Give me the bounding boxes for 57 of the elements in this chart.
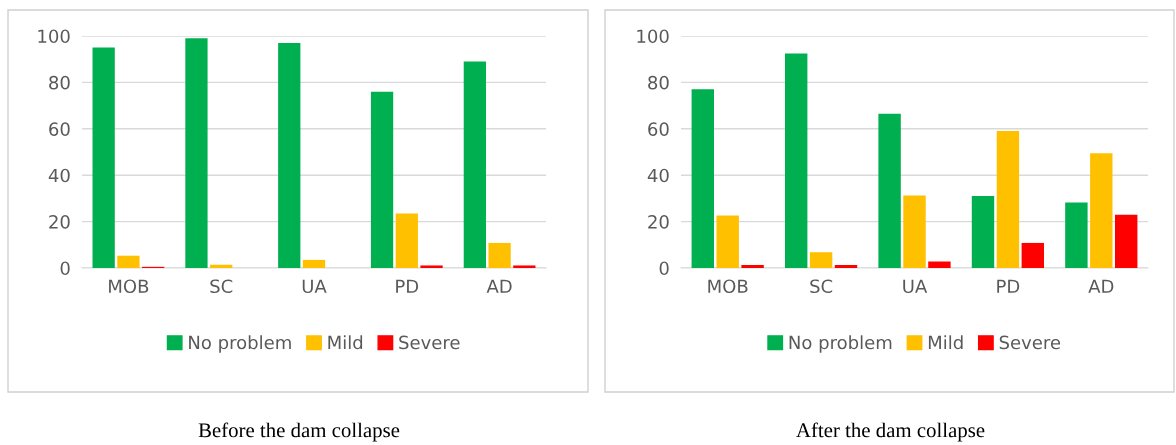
bar xyxy=(92,47,115,268)
bar xyxy=(185,38,208,268)
x-tick-label: AD xyxy=(1088,279,1114,293)
y-tick-label: 0 xyxy=(659,261,669,276)
bar xyxy=(691,89,714,268)
x-tick-label: PD xyxy=(396,279,419,293)
bar xyxy=(878,113,901,268)
bar xyxy=(928,261,951,268)
legend-label: No problem xyxy=(189,335,291,353)
bar xyxy=(395,213,418,268)
bar xyxy=(488,242,511,268)
bar xyxy=(903,195,926,268)
legend-label: Mild xyxy=(328,335,363,350)
legend-label: No problem xyxy=(789,335,892,353)
bar xyxy=(784,53,808,268)
x-tick-label: SC xyxy=(210,279,233,294)
legend-label: Severe xyxy=(399,335,460,350)
bar xyxy=(302,259,326,268)
bar xyxy=(1021,242,1045,268)
bar xyxy=(420,265,443,268)
bar xyxy=(741,264,764,268)
y-tick-label: 40 xyxy=(647,168,669,183)
bar xyxy=(1115,214,1138,268)
y-tick-label: 0 xyxy=(60,261,70,276)
x-tick-label: SC xyxy=(810,279,833,294)
legend-label: Severe xyxy=(999,335,1061,350)
legend-label: Mild xyxy=(928,335,963,350)
bar xyxy=(996,131,1020,268)
bar xyxy=(370,91,394,268)
y-tick-label: 60 xyxy=(49,122,70,136)
bar xyxy=(834,264,858,268)
bar xyxy=(1090,153,1113,268)
x-tick-label: UA xyxy=(302,279,327,294)
x-tick-label: PD xyxy=(997,279,1020,293)
y-tick-label: 40 xyxy=(48,168,70,183)
bar xyxy=(210,264,233,268)
bar xyxy=(716,215,739,268)
x-tick-label: UA xyxy=(903,279,928,294)
y-tick-label: 20 xyxy=(49,215,70,229)
x-tick-label: MOB xyxy=(708,279,748,294)
y-tick-label: 80 xyxy=(49,75,70,90)
y-tick-label: 60 xyxy=(648,122,669,136)
y-tick-label: 80 xyxy=(648,75,669,90)
bar xyxy=(513,265,536,268)
text: After the dam collapse xyxy=(796,422,985,442)
x-tick-label: AD xyxy=(486,279,512,293)
y-tick-label: 100 xyxy=(637,29,669,44)
bar xyxy=(117,255,140,268)
text: Before the dam collapse xyxy=(198,422,400,442)
y-tick-label: 100 xyxy=(38,29,70,44)
bar xyxy=(809,252,833,268)
bar xyxy=(278,42,301,268)
bar xyxy=(463,61,486,268)
x-tick-label: MOB xyxy=(109,279,149,294)
bar xyxy=(971,196,995,268)
y-tick-label: 20 xyxy=(648,215,669,229)
bar xyxy=(1065,202,1088,268)
